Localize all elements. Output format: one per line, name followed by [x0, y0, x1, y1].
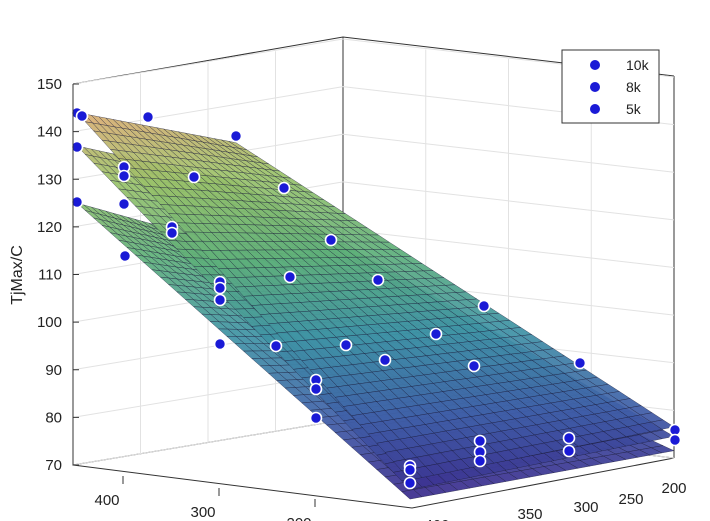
- z-tick-label: 90: [45, 362, 62, 379]
- z-tick-label: 110: [38, 267, 62, 284]
- z-tick-label: 130: [37, 171, 62, 188]
- data-point: [213, 337, 227, 351]
- legend-marker-8k: [590, 82, 600, 92]
- z-tick-label: 150: [37, 76, 62, 93]
- right-tick-label: 250: [618, 491, 643, 508]
- legend-label-10k: 10k: [626, 57, 650, 73]
- left-tick-label: 200: [286, 515, 311, 521]
- surfaces: [76, 112, 675, 500]
- legend-box: [561, 49, 660, 124]
- data-point: [339, 338, 353, 352]
- surface-cell: [650, 445, 675, 454]
- left-tick-label: 300: [190, 504, 215, 521]
- data-point: [378, 353, 392, 367]
- z-tick-label: 120: [37, 219, 62, 236]
- data-point: [562, 431, 576, 445]
- data-point: [668, 433, 682, 447]
- data-markers: [70, 106, 682, 490]
- data-point: [562, 444, 576, 458]
- data-point: [473, 454, 487, 468]
- z-tick-label: 70: [45, 457, 62, 474]
- z-axis-title: TjMax/C: [9, 245, 26, 305]
- z-tick-label: 100: [37, 314, 62, 331]
- data-point: [573, 356, 587, 370]
- legend-marker-10k: [590, 60, 600, 70]
- data-point: [75, 109, 89, 123]
- data-point: [213, 293, 227, 307]
- z-tick-label: 80: [45, 409, 62, 426]
- data-point: [283, 270, 297, 284]
- data-point: [269, 339, 283, 353]
- data-point: [141, 110, 155, 124]
- z-tick-label: 140: [37, 124, 62, 141]
- data-point: [213, 281, 227, 295]
- data-point: [70, 195, 84, 209]
- data-point: [309, 382, 323, 396]
- data-point: [118, 249, 132, 263]
- data-point: [371, 273, 385, 287]
- data-point: [70, 140, 84, 154]
- data-point: [277, 181, 291, 195]
- legend[interactable]: 10k 8k 5k: [561, 49, 660, 124]
- data-point: [117, 169, 131, 183]
- data-point: [324, 233, 338, 247]
- left-axis-ticks: 400 300 200: [94, 476, 316, 521]
- data-point: [473, 434, 487, 448]
- right-axis-ticks: 400 350 300 250 200: [424, 480, 686, 521]
- data-point: [477, 299, 491, 313]
- right-tick-label: 300: [573, 499, 598, 516]
- front-base-edge: [72, 457, 675, 509]
- data-point: [309, 411, 323, 425]
- data-point: [117, 197, 131, 211]
- right-tick-label: 400: [424, 517, 449, 521]
- data-point: [403, 476, 417, 490]
- z-axis-ticks: 70 80 90 100 110 120 130 140 150: [37, 76, 79, 474]
- right-tick-label: 350: [517, 506, 542, 521]
- data-point: [403, 463, 417, 477]
- left-tick-label: 400: [94, 492, 119, 509]
- data-point: [229, 129, 243, 143]
- legend-label-5k: 5k: [626, 101, 642, 117]
- data-point: [187, 170, 201, 184]
- data-point: [165, 226, 179, 240]
- right-tick-label: 200: [661, 480, 686, 497]
- data-point: [467, 359, 481, 373]
- surface-10k: [76, 112, 675, 481]
- data-point: [429, 327, 443, 341]
- legend-label-8k: 8k: [626, 79, 642, 95]
- grid-line: [72, 38, 344, 85]
- legend-marker-5k: [590, 104, 600, 114]
